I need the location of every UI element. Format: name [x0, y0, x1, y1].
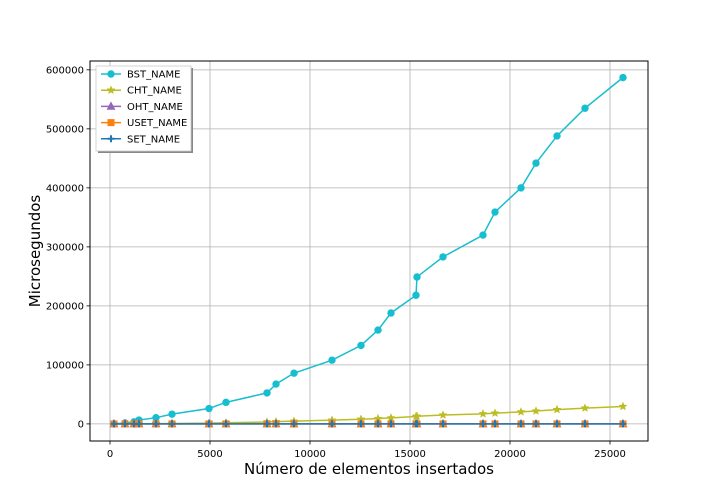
data-point-cht-name — [580, 403, 590, 413]
legend-label: CHT_NAME — [127, 86, 182, 97]
data-point-set-name — [439, 420, 447, 428]
data-point-bst-name — [222, 398, 230, 407]
data-point-cht-name — [531, 406, 541, 415]
data-point-set-name — [222, 420, 230, 428]
legend-marker — [107, 135, 115, 143]
y-tick-label: 400000 — [46, 183, 84, 194]
x-tick-label: 0 — [107, 449, 113, 460]
legend-item-bst-name: BST_NAME — [101, 70, 180, 81]
series-layer — [109, 73, 628, 428]
data-point-bst-name — [413, 273, 421, 281]
data-point-bst-name — [553, 132, 561, 140]
data-point-set-name — [581, 420, 589, 428]
data-point-set-name — [135, 420, 143, 428]
data-point-bst-name — [357, 341, 365, 350]
data-point-set-name — [532, 420, 540, 428]
data-point-set-name — [110, 420, 118, 428]
legend-marker — [107, 70, 115, 78]
series-line-cht-name — [113, 405, 624, 425]
data-point-bst-name — [263, 389, 271, 397]
legend-item-cht-name: CHT_NAME — [101, 85, 182, 97]
legend-label: OHT_NAME — [127, 102, 183, 113]
legend-item-set-name: SET_NAME — [101, 134, 180, 145]
data-point-set-name — [479, 420, 487, 428]
y-tick-label: 100000 — [46, 360, 84, 371]
data-point-set-name — [553, 420, 561, 428]
legend-label: SET_NAME — [127, 134, 180, 145]
data-point-bst-name — [491, 208, 499, 216]
x-tick-label: 10000 — [294, 449, 326, 460]
data-point-bst-name — [581, 104, 589, 112]
data-point-bst-name — [479, 231, 487, 239]
data-point-bst-name — [439, 253, 447, 261]
y-tick-label: 0 — [78, 419, 84, 430]
legend-label: USET_NAME — [127, 118, 187, 129]
series-set-name — [110, 420, 627, 428]
data-point-bst-name — [168, 410, 176, 418]
data-point-bst-name — [532, 159, 540, 167]
data-point-cht-name — [412, 411, 422, 421]
data-point-set-name — [205, 420, 213, 428]
x-axis-title: Número de elementos insertados — [244, 460, 494, 478]
data-point-bst-name — [205, 404, 213, 413]
x-tick-label: 5000 — [197, 449, 222, 460]
y-tick-label: 600000 — [46, 65, 84, 76]
legend-item-uset-name: USET_NAME — [101, 118, 187, 129]
data-point-cht-name — [516, 407, 526, 416]
legend-item-oht-name: OHT_NAME — [101, 101, 183, 113]
data-point-set-name — [272, 420, 280, 428]
data-point-set-name — [152, 420, 160, 428]
data-point-bst-name — [374, 326, 382, 334]
data-point-bst-name — [619, 73, 627, 82]
data-point-set-name — [619, 420, 627, 428]
data-point-set-name — [357, 420, 365, 428]
legend-marker — [107, 119, 115, 127]
y-tick-label: 300000 — [46, 242, 84, 253]
data-point-bst-name — [328, 356, 336, 364]
legend-marker — [106, 101, 116, 110]
data-point-bst-name — [272, 380, 280, 388]
data-point-cht-name — [438, 410, 448, 420]
data-point-bst-name — [517, 184, 525, 192]
data-point-set-name — [121, 420, 129, 428]
data-point-cht-name — [478, 408, 488, 418]
data-point-set-name — [413, 420, 421, 428]
data-point-set-name — [290, 420, 298, 428]
data-point-set-name — [517, 420, 525, 428]
plot-frame — [89, 60, 649, 442]
legend-marker — [106, 85, 116, 95]
data-point-set-name — [168, 420, 176, 428]
data-point-set-name — [387, 420, 395, 428]
y-tick-label: 200000 — [46, 301, 84, 312]
x-tick-label: 20000 — [494, 449, 526, 460]
data-point-cht-name — [552, 404, 562, 414]
data-point-cht-name — [490, 408, 500, 418]
x-tick-label: 15000 — [394, 449, 426, 460]
tick-layer: 0 5000 10000 15000 20000 25000 0 100000 200000 30… — [46, 65, 626, 460]
data-point-bst-name — [290, 369, 298, 377]
data-point-set-name — [263, 420, 271, 428]
data-point-set-name — [328, 420, 336, 428]
legend: BST_NAME CHT_NAME OHT_NAME USET_NAME SET_NAM… — [95, 65, 193, 153]
data-point-cht-name — [618, 401, 628, 411]
data-point-set-name — [374, 420, 382, 428]
data-point-bst-name — [412, 291, 420, 299]
legend-label: BST_NAME — [127, 70, 180, 81]
y-tick-label: 500000 — [46, 124, 84, 135]
data-point-set-name — [491, 420, 499, 428]
x-tick-label: 25000 — [594, 449, 626, 460]
y-axis-title: Microsegundos — [26, 195, 44, 308]
data-point-bst-name — [387, 309, 395, 317]
